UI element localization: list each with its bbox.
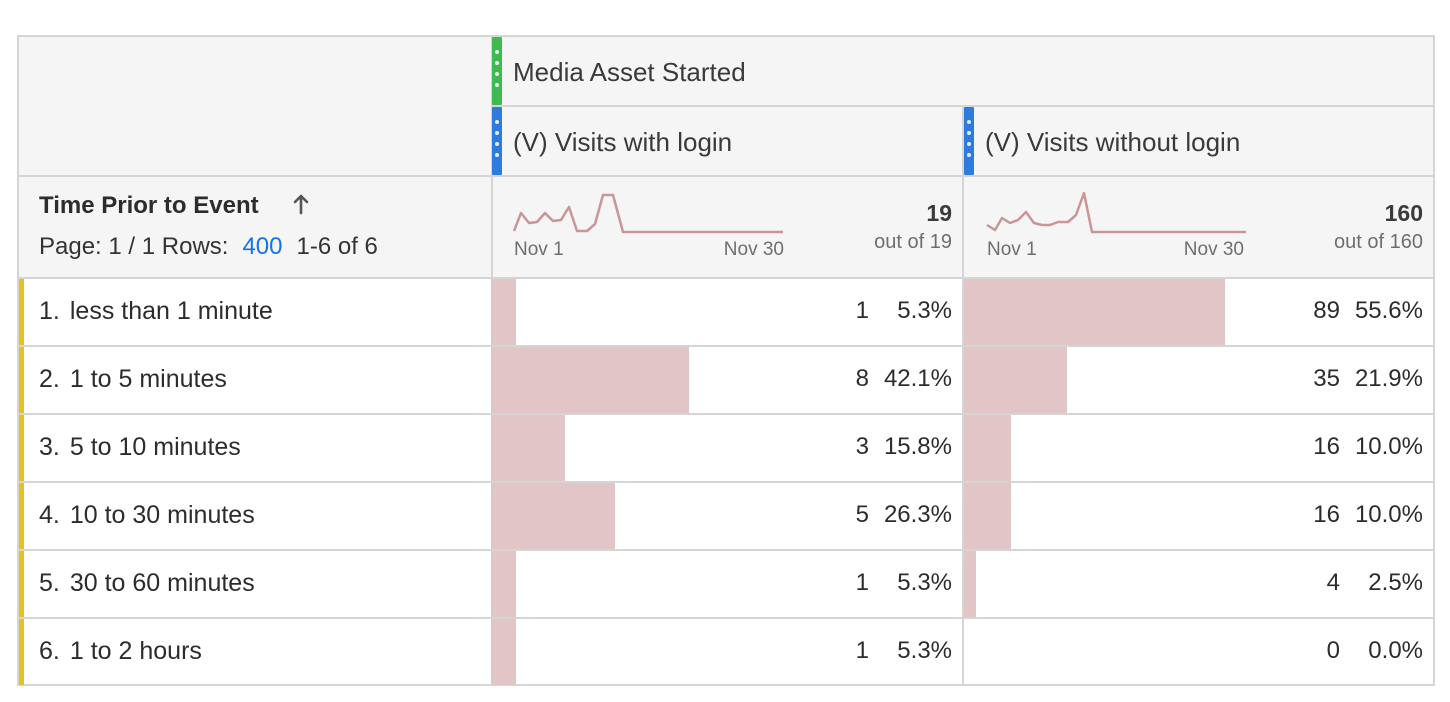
row-number: 1. [39,297,60,325]
cell-value: 1 [855,569,869,596]
percent-bar [964,347,1067,413]
table-row[interactable]: 6. 1 to 2 hours 5.3% 1 0.0% 0 [19,619,1433,687]
sparkline-start-label: Nov 1 [514,239,564,260]
row-label[interactable]: 4. 10 to 30 minutes [39,501,255,530]
cell-percent: 2.5% [1368,569,1423,596]
metric-out-of: out of 19 [874,231,952,253]
cell-percent: 10.0% [1354,433,1423,460]
cell-value: 3 [855,433,869,460]
table-row[interactable]: 5. 30 to 60 minutes 5.3% 1 2.5% 4 [19,551,1433,619]
rows-per-page-link[interactable]: 400 [242,233,283,260]
table-row[interactable]: 4. 10 to 30 minutes 26.3% 5 10.0% 16 [19,483,1433,551]
percent-bar [964,279,1225,345]
row-label[interactable]: 3. 5 to 10 minutes [39,433,241,462]
cell-percent: 55.6% [1354,297,1423,324]
cell-value: 0 [1326,637,1340,664]
segment-title[interactable]: Media Asset Started [513,57,746,87]
percent-bar [491,279,516,345]
row-label-text: 5 to 10 minutes [69,433,241,461]
row-marker [19,279,24,345]
percent-bar [964,483,1011,549]
row-number: 5. [39,569,60,597]
cell-percent: 5.3% [897,569,952,596]
row-marker [19,483,24,549]
divider [962,105,964,684]
percent-bar [964,415,1011,481]
cell-value: 16 [1313,501,1340,528]
row-marker [19,551,24,617]
metric-total: 19 [926,200,952,226]
percent-bar [491,347,689,413]
cell-value: 8 [855,365,869,392]
row-number: 4. [39,501,60,529]
metric-drag-handle[interactable] [492,107,502,175]
sparkline-with-login[interactable] [511,187,783,237]
divider [19,617,1433,619]
row-label-text: 10 to 30 minutes [69,501,255,529]
arrow-up-icon[interactable] [291,193,311,217]
cell-value: 1 [855,297,869,324]
cell-percent: 5.3% [897,297,952,324]
row-number: 3. [39,433,60,461]
row-number: 6. [39,637,60,665]
row-label[interactable]: 1. less than 1 minute [39,297,273,326]
cell-value: 5 [855,501,869,528]
cell-value: 16 [1313,433,1340,460]
metric-title-without-login[interactable]: (V) Visits without login [985,127,1241,157]
page-label: Page: 1 / 1 [39,233,156,260]
metric-total: 160 [1384,200,1423,226]
segment-drag-handle[interactable] [492,37,502,105]
cell-percent: 21.9% [1354,365,1423,392]
row-marker [19,619,24,685]
percent-bar [964,551,976,617]
row-marker [19,347,24,413]
divider [19,481,1433,483]
percent-bar [491,619,516,685]
row-label-text: 30 to 60 minutes [69,569,255,597]
row-label[interactable]: 2. 1 to 5 minutes [39,365,227,394]
divider [19,549,1433,551]
metric-out-of: out of 160 [1334,231,1423,253]
dimension-title[interactable]: Time Prior to Event [39,192,259,219]
divider [19,345,1433,347]
cell-value: 35 [1313,365,1340,392]
divider [19,277,1433,279]
row-number: 2. [39,365,60,393]
sparkline-without-login[interactable] [984,187,1246,237]
row-label-text: 1 to 5 minutes [69,365,227,393]
range-label: 1-6 of 6 [296,233,378,260]
percent-bar [491,483,615,549]
cell-value: 4 [1326,569,1340,596]
sparkline-start-label: Nov 1 [987,239,1037,260]
cell-percent: 10.0% [1354,501,1423,528]
sparkline-end-label: Nov 30 [1183,239,1244,260]
cell-percent: 42.1% [883,365,952,392]
table-row[interactable]: 3. 5 to 10 minutes 15.8% 3 10.0% 16 [19,415,1433,483]
row-label[interactable]: 6. 1 to 2 hours [39,637,202,666]
divider [19,413,1433,415]
divider [19,175,1433,177]
cell-percent: 5.3% [897,637,952,664]
pagination: Page: 1 / 1 Rows: 400 1-6 of 6 [39,233,378,261]
cell-value: 89 [1313,297,1340,324]
percent-bar [491,415,565,481]
percent-bar [491,551,516,617]
cell-percent: 15.8% [883,433,952,460]
freeform-table: Media Asset Started (V) Visits with logi… [17,35,1435,686]
row-marker [19,415,24,481]
metric-title-with-login[interactable]: (V) Visits with login [513,127,733,157]
cell-percent: 0.0% [1368,637,1423,664]
table-row[interactable]: 2. 1 to 5 minutes 42.1% 8 21.9% 35 [19,347,1433,415]
cell-percent: 26.3% [883,501,952,528]
table-header [19,37,1433,277]
row-label-text: less than 1 minute [69,297,273,325]
rows-label: Rows: [161,233,229,260]
cell-value: 1 [855,637,869,664]
table-row[interactable]: 1. less than 1 minute 5.3% 1 55.6% 89 [19,279,1433,347]
sparkline-end-label: Nov 30 [723,239,784,260]
row-label-text: 1 to 2 hours [69,637,202,665]
metric-drag-handle[interactable] [964,107,974,175]
row-label[interactable]: 5. 30 to 60 minutes [39,569,255,598]
